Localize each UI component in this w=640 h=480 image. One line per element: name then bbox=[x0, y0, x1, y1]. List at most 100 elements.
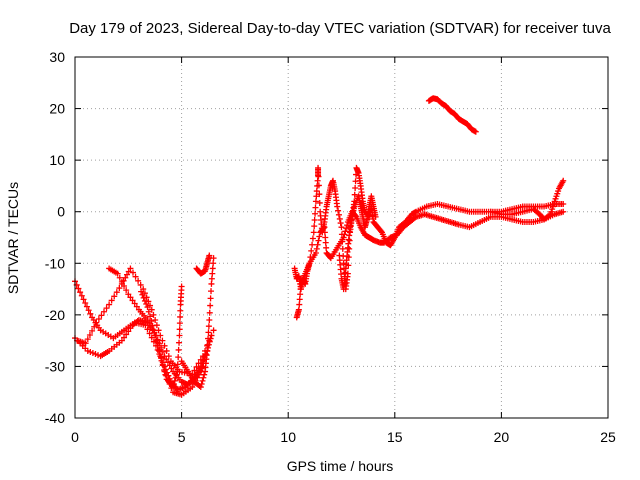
series-arc8 bbox=[291, 164, 567, 293]
data-point bbox=[118, 278, 125, 285]
series-arc6 bbox=[193, 252, 213, 277]
data-point bbox=[206, 317, 213, 324]
data-point bbox=[93, 319, 100, 326]
data-point bbox=[321, 229, 328, 236]
x-tick-label: 10 bbox=[280, 429, 296, 445]
data-point bbox=[141, 297, 148, 304]
data-point bbox=[133, 303, 140, 310]
y-tick-label: -40 bbox=[45, 410, 65, 426]
data-point bbox=[87, 310, 94, 317]
series-arc5 bbox=[138, 283, 185, 391]
data-point bbox=[313, 245, 320, 252]
data-point bbox=[295, 306, 302, 313]
data-point bbox=[206, 252, 213, 259]
y-tick-label: 20 bbox=[49, 101, 65, 117]
data-point bbox=[80, 296, 87, 303]
data-point bbox=[132, 273, 139, 280]
data-point bbox=[123, 331, 130, 338]
data-point bbox=[89, 327, 96, 334]
data-point bbox=[154, 336, 161, 343]
data-point bbox=[210, 255, 217, 262]
data-point bbox=[314, 241, 321, 248]
data-point bbox=[210, 327, 217, 334]
series-arc4 bbox=[106, 265, 206, 388]
data-point bbox=[135, 277, 142, 284]
y-tick-label: 10 bbox=[49, 152, 65, 168]
data-point bbox=[78, 292, 85, 299]
data-point bbox=[209, 270, 216, 277]
data-point bbox=[204, 341, 211, 348]
data-point bbox=[173, 371, 180, 378]
data-point bbox=[206, 309, 213, 316]
data-point bbox=[296, 301, 303, 308]
data-point bbox=[111, 293, 118, 300]
data-point bbox=[191, 367, 198, 374]
data-point bbox=[150, 327, 157, 334]
data-point bbox=[339, 245, 346, 252]
data-point bbox=[98, 312, 105, 319]
data-point bbox=[127, 294, 134, 301]
data-point bbox=[199, 353, 206, 360]
data-point bbox=[129, 297, 136, 304]
data-point bbox=[159, 337, 166, 344]
data-point bbox=[316, 191, 323, 198]
x-tick-label: 0 bbox=[71, 429, 79, 445]
x-axis-label: GPS time / hours bbox=[287, 458, 394, 474]
data-point bbox=[308, 247, 315, 254]
data-point bbox=[159, 362, 166, 369]
data-point bbox=[199, 377, 206, 384]
data-point bbox=[208, 280, 215, 287]
data-point bbox=[140, 294, 147, 301]
data-point bbox=[75, 285, 82, 292]
data-point bbox=[346, 237, 353, 244]
data-point bbox=[198, 380, 205, 387]
data-point bbox=[175, 354, 182, 361]
data-point bbox=[209, 265, 216, 272]
data-point bbox=[309, 235, 316, 242]
data-point bbox=[177, 313, 184, 320]
data-point bbox=[103, 305, 110, 312]
data-point bbox=[312, 204, 319, 211]
data-point bbox=[323, 244, 330, 251]
series-arc12 bbox=[425, 95, 479, 135]
data-point bbox=[171, 377, 178, 384]
data-point bbox=[205, 329, 212, 336]
data-point bbox=[161, 367, 168, 374]
data-point bbox=[546, 212, 553, 219]
x-tick-label: 25 bbox=[600, 429, 616, 445]
data-point bbox=[176, 326, 183, 333]
data-point bbox=[148, 334, 155, 341]
data-point bbox=[138, 288, 145, 295]
data-point bbox=[152, 332, 159, 339]
series-arc9 bbox=[293, 208, 567, 321]
data-point bbox=[176, 339, 183, 346]
data-point bbox=[129, 269, 136, 276]
data-point bbox=[340, 234, 347, 241]
y-tick-label: 0 bbox=[57, 204, 65, 220]
data-point bbox=[208, 332, 215, 339]
data-point bbox=[177, 307, 184, 314]
data-point bbox=[316, 199, 323, 206]
data-point bbox=[310, 229, 317, 236]
data-point bbox=[113, 289, 120, 296]
data-points bbox=[72, 95, 567, 398]
data-point bbox=[560, 208, 567, 215]
y-tick-label: -30 bbox=[45, 358, 65, 374]
data-point bbox=[309, 241, 316, 248]
data-point bbox=[207, 295, 214, 302]
chart-title: Day 179 of 2023, Sidereal Day-to-day VTE… bbox=[69, 20, 611, 37]
data-point bbox=[139, 291, 146, 298]
data-point bbox=[157, 353, 164, 360]
data-point bbox=[153, 337, 160, 344]
data-point bbox=[322, 234, 329, 241]
data-point bbox=[313, 188, 320, 195]
data-point bbox=[83, 303, 90, 310]
data-point bbox=[91, 323, 98, 330]
data-point bbox=[210, 260, 217, 267]
data-point bbox=[163, 347, 170, 354]
data-point bbox=[297, 286, 304, 293]
data-point bbox=[127, 325, 134, 332]
data-point bbox=[137, 281, 144, 288]
data-point bbox=[121, 334, 128, 341]
